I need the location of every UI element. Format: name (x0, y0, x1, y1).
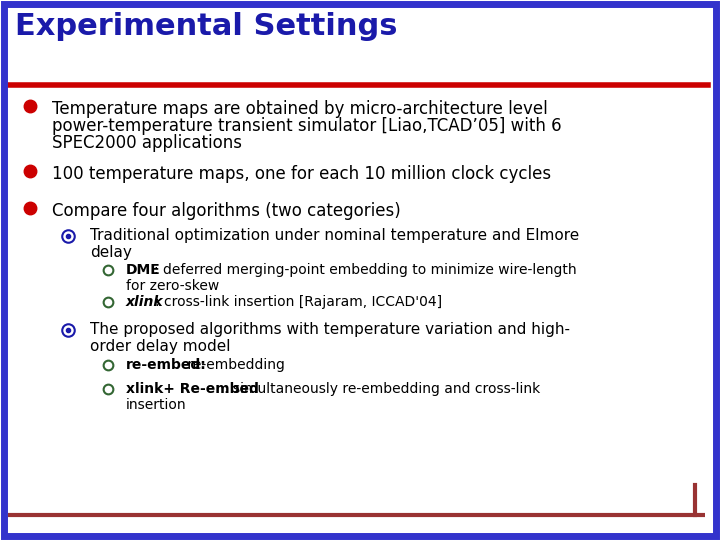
Text: : cross-link insertion [Rajaram, ICCAD'04]: : cross-link insertion [Rajaram, ICCAD'0… (155, 295, 442, 309)
Text: order delay model: order delay model (90, 339, 230, 354)
Text: delay: delay (90, 245, 132, 260)
Text: Compare four algorithms (two categories): Compare four algorithms (two categories) (52, 202, 401, 220)
Text: DME: DME (126, 263, 161, 277)
Text: 100 temperature maps, one for each 10 million clock cycles: 100 temperature maps, one for each 10 mi… (52, 165, 551, 183)
Text: Traditional optimization under nominal temperature and Elmore: Traditional optimization under nominal t… (90, 228, 580, 243)
Text: insertion: insertion (126, 398, 186, 412)
Text: The proposed algorithms with temperature variation and high-: The proposed algorithms with temperature… (90, 322, 570, 337)
Text: re-embed:: re-embed: (126, 358, 207, 372)
Text: for zero-skew: for zero-skew (126, 279, 220, 293)
Text: SPEC2000 applications: SPEC2000 applications (52, 134, 242, 152)
Text: power-temperature transient simulator [Liao,TCAD’05] with 6: power-temperature transient simulator [L… (52, 117, 562, 135)
Text: Experimental Settings: Experimental Settings (15, 12, 397, 41)
Text: : deferred merging-point embedding to minimize wire-length: : deferred merging-point embedding to mi… (154, 263, 577, 277)
Text: xlink: xlink (126, 295, 163, 309)
Text: xlink+ Re-embed: xlink+ Re-embed (126, 382, 259, 396)
Text: re-embedding: re-embedding (183, 358, 285, 372)
Text: : simultaneously re-embedding and cross-link: : simultaneously re-embedding and cross-… (224, 382, 540, 396)
Text: Temperature maps are obtained by micro-architecture level: Temperature maps are obtained by micro-a… (52, 100, 548, 118)
